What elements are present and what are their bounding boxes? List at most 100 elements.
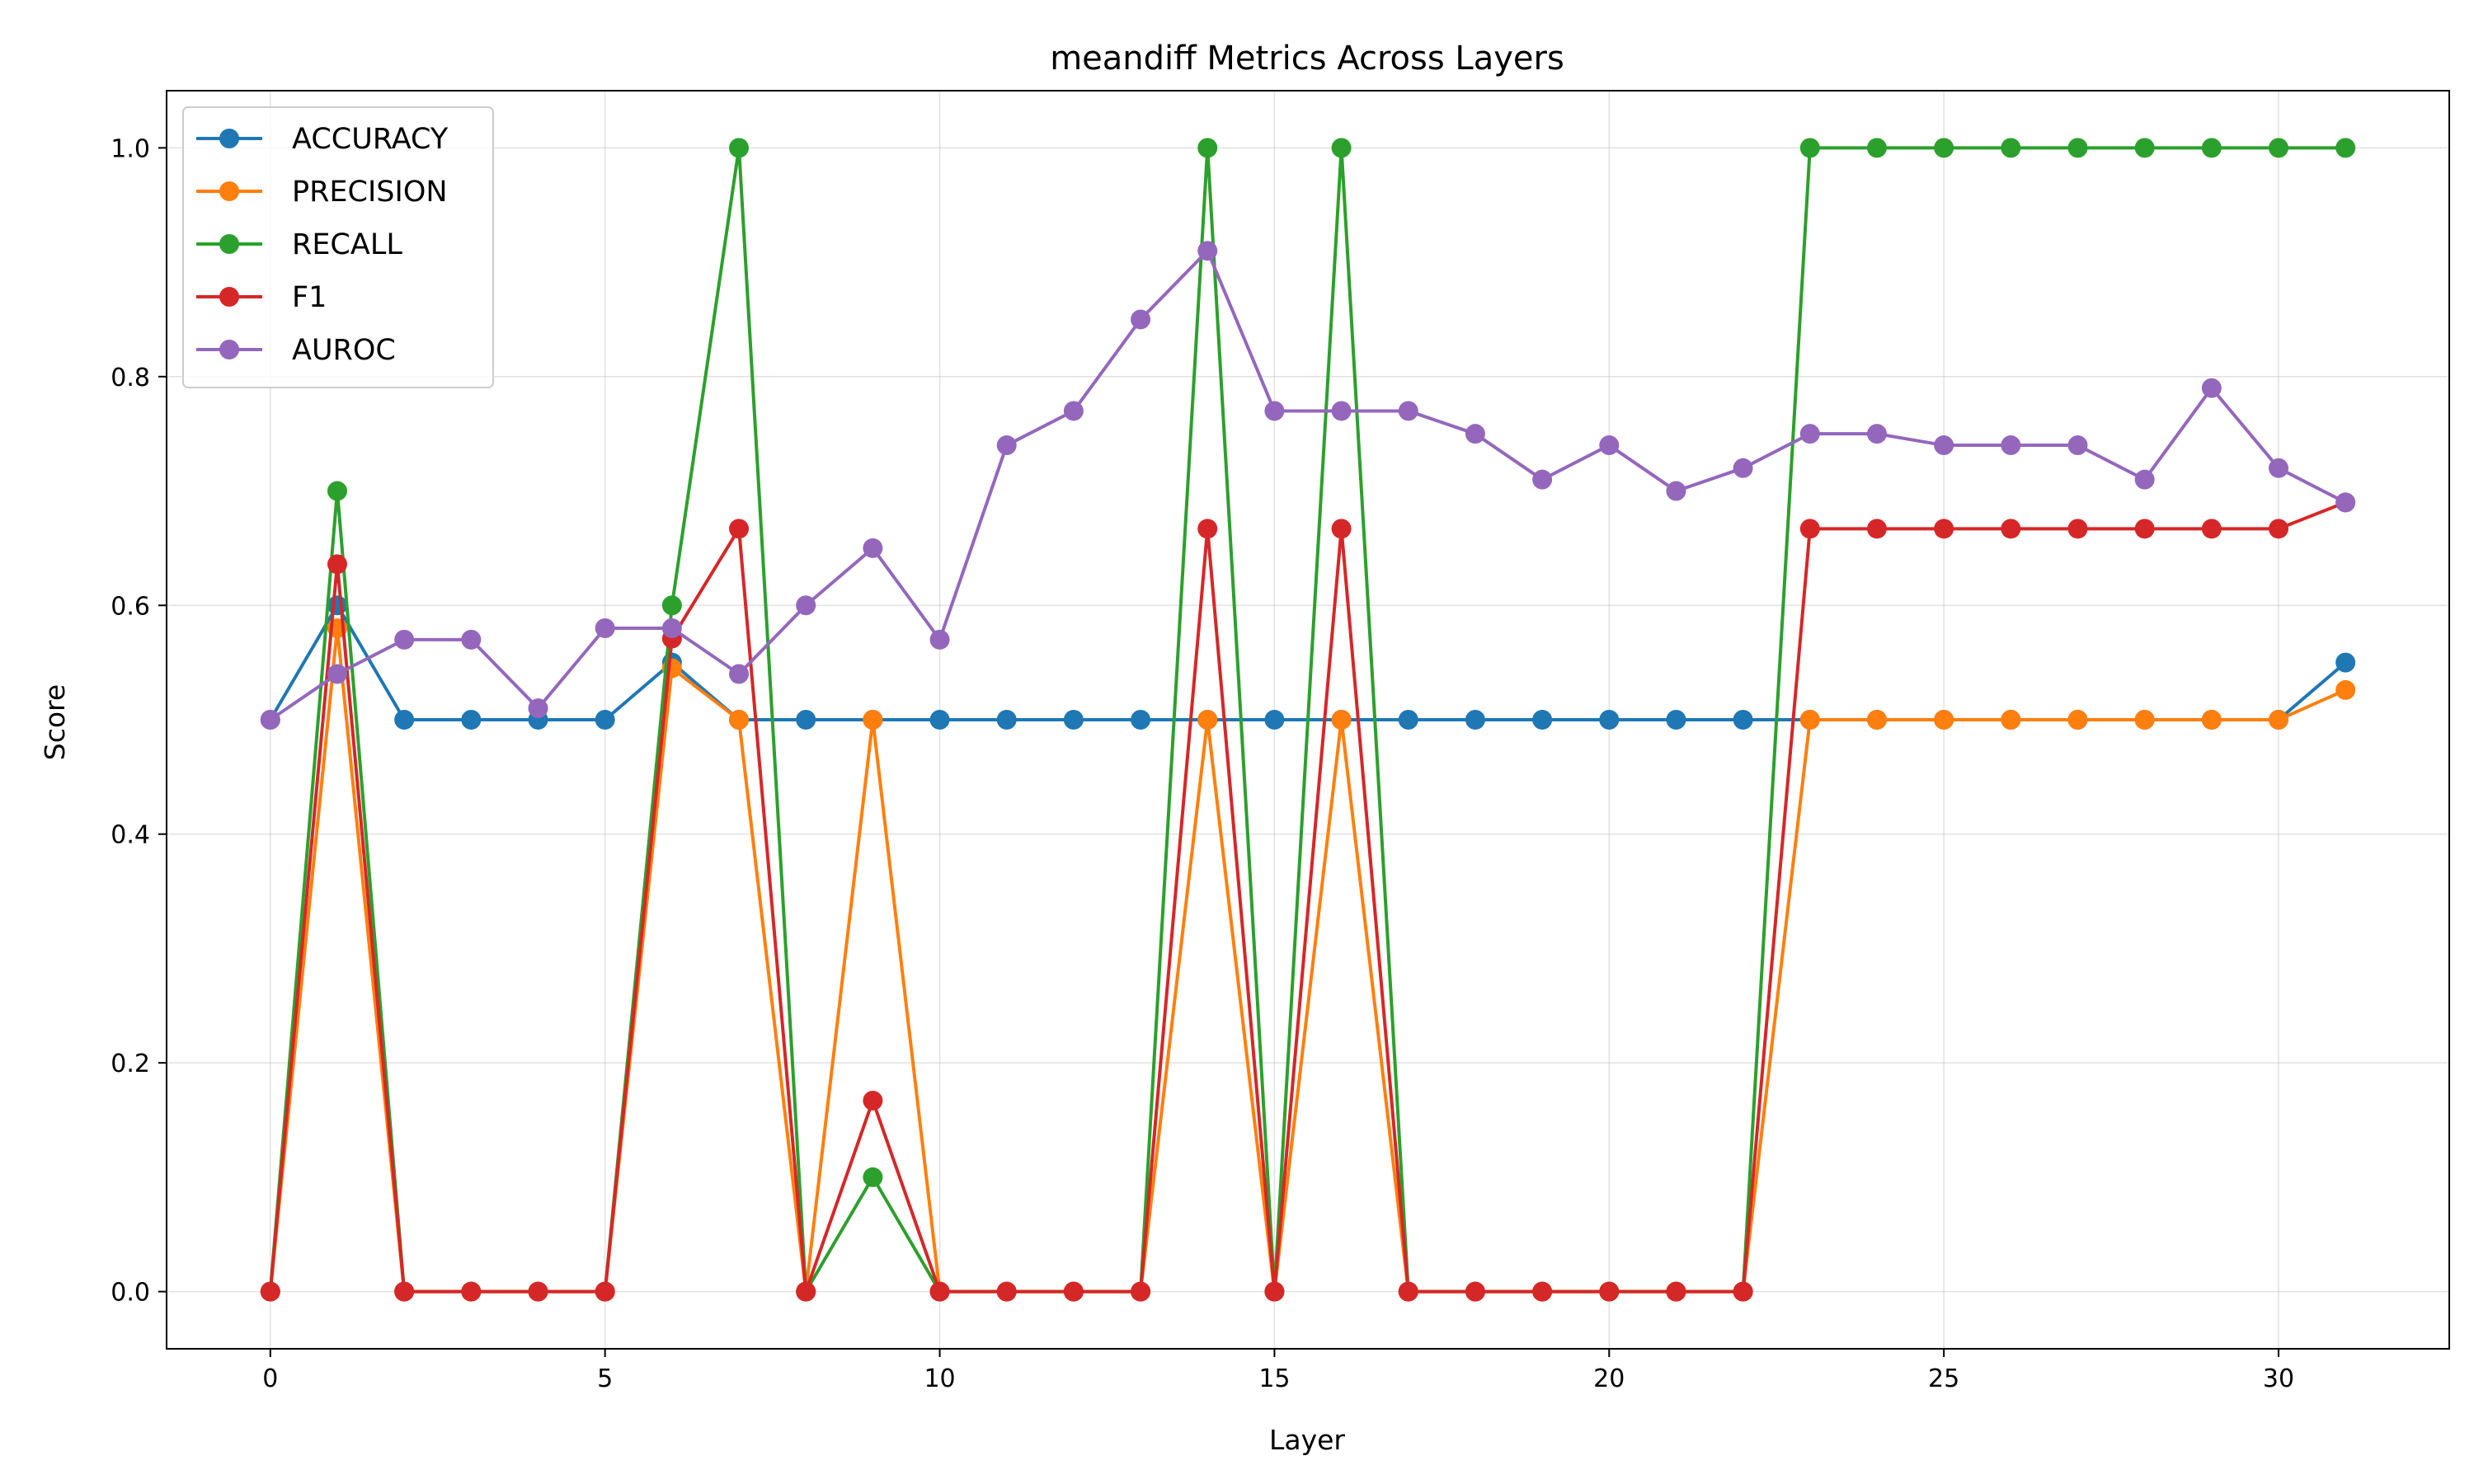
data-point bbox=[461, 710, 482, 730]
data-point bbox=[1934, 710, 1954, 730]
data-point bbox=[1733, 1281, 1753, 1302]
data-point bbox=[2335, 679, 2356, 700]
data-point bbox=[2001, 138, 2021, 158]
data-point bbox=[1331, 401, 1352, 421]
data-point bbox=[1666, 481, 1686, 501]
data-point bbox=[327, 664, 347, 684]
data-point bbox=[394, 1281, 415, 1302]
data-point bbox=[2134, 710, 2155, 730]
x-axis-label: Layer bbox=[1269, 1424, 1345, 1456]
data-point bbox=[1264, 710, 1285, 730]
x-tick-label: 0 bbox=[262, 1364, 278, 1393]
data-point bbox=[996, 710, 1017, 730]
data-point bbox=[1197, 710, 1218, 730]
y-tick-label: 0.4 bbox=[111, 821, 150, 850]
legend: ACCURACY PRECISION RECALL F1 AUROC bbox=[182, 106, 494, 388]
legend-swatch-marker bbox=[219, 340, 239, 359]
data-point bbox=[1532, 469, 1553, 490]
legend-label: RECALL bbox=[292, 228, 402, 261]
data-point bbox=[1599, 435, 1620, 456]
data-point bbox=[1063, 1281, 1084, 1302]
data-point bbox=[1866, 519, 1887, 539]
data-point bbox=[2201, 519, 2222, 539]
data-point bbox=[929, 1281, 950, 1302]
data-point bbox=[796, 1281, 816, 1302]
data-point bbox=[1331, 138, 1352, 158]
series-line bbox=[269, 249, 2347, 721]
data-point bbox=[2269, 458, 2289, 478]
data-point bbox=[327, 554, 347, 575]
data-point bbox=[260, 1281, 280, 1302]
data-point bbox=[595, 1281, 615, 1302]
plot-area-frame bbox=[166, 90, 2450, 1350]
data-point bbox=[461, 629, 482, 650]
series-auroc bbox=[260, 241, 2356, 730]
data-point bbox=[1331, 710, 1352, 730]
legend-item-precision: PRECISION bbox=[196, 176, 448, 209]
data-point bbox=[996, 1281, 1017, 1302]
y-tick-label: 0.2 bbox=[111, 1050, 150, 1078]
data-point bbox=[2335, 492, 2356, 513]
legend-swatch-marker bbox=[219, 181, 239, 201]
data-point bbox=[1866, 710, 1887, 730]
data-point bbox=[661, 618, 682, 639]
data-point bbox=[2001, 710, 2021, 730]
data-point bbox=[1934, 435, 1954, 456]
x-tick-label: 30 bbox=[2263, 1364, 2294, 1393]
y-tick-label: 0.0 bbox=[111, 1279, 150, 1308]
legend-swatch-marker bbox=[219, 129, 239, 148]
data-point bbox=[1599, 1281, 1620, 1302]
data-point bbox=[2335, 652, 2356, 673]
x-tick-label: 15 bbox=[1258, 1364, 1290, 1393]
legend-item-f1: F1 bbox=[196, 281, 327, 314]
data-point bbox=[1666, 710, 1686, 730]
series-layer bbox=[260, 138, 2356, 1302]
data-point bbox=[327, 595, 347, 616]
legend-item-recall: RECALL bbox=[196, 228, 402, 261]
data-point bbox=[1264, 1281, 1285, 1302]
y-tick-label: 0.6 bbox=[111, 592, 150, 621]
series-line bbox=[268, 500, 2346, 1294]
data-point bbox=[729, 519, 750, 539]
data-point bbox=[929, 629, 950, 650]
y-axis-ticks: 0.0 0.2 0.4 0.6 0.8 1.0 bbox=[111, 134, 167, 1308]
data-point bbox=[394, 629, 415, 650]
data-point bbox=[729, 710, 750, 730]
legend-label: ACCURACY bbox=[292, 123, 449, 156]
data-point bbox=[1532, 1281, 1553, 1302]
data-point bbox=[796, 595, 816, 616]
data-point bbox=[863, 1090, 883, 1111]
data-point bbox=[2067, 710, 2088, 730]
data-point bbox=[1264, 401, 1285, 421]
data-point bbox=[595, 710, 615, 730]
data-point bbox=[2201, 138, 2222, 158]
data-point bbox=[2067, 138, 2088, 158]
data-point bbox=[327, 481, 347, 501]
data-point bbox=[1599, 710, 1620, 730]
x-axis-ticks: 0 5 10 15 20 25 30 bbox=[262, 1349, 2294, 1393]
x-tick-label: 10 bbox=[924, 1364, 955, 1393]
series-f1 bbox=[260, 492, 2356, 1302]
data-point bbox=[2201, 378, 2222, 398]
data-point bbox=[2001, 435, 2021, 456]
data-point bbox=[1465, 710, 1485, 730]
data-point bbox=[729, 664, 750, 684]
data-point bbox=[1934, 138, 1954, 158]
data-point bbox=[2067, 519, 2088, 539]
data-point bbox=[2134, 519, 2155, 539]
data-point bbox=[863, 538, 883, 558]
y-tick-label: 1.0 bbox=[111, 134, 150, 163]
data-point bbox=[1733, 710, 1753, 730]
data-point bbox=[1866, 424, 1887, 444]
data-point bbox=[2201, 710, 2222, 730]
data-point bbox=[929, 710, 950, 730]
data-point bbox=[1733, 458, 1753, 478]
data-point bbox=[461, 1281, 482, 1302]
data-point bbox=[2269, 519, 2289, 539]
legend-swatch-marker bbox=[219, 234, 239, 254]
data-point bbox=[1063, 710, 1084, 730]
data-point bbox=[1866, 138, 1887, 158]
legend-label: PRECISION bbox=[292, 176, 448, 209]
data-point bbox=[1666, 1281, 1686, 1302]
data-point bbox=[1532, 710, 1553, 730]
